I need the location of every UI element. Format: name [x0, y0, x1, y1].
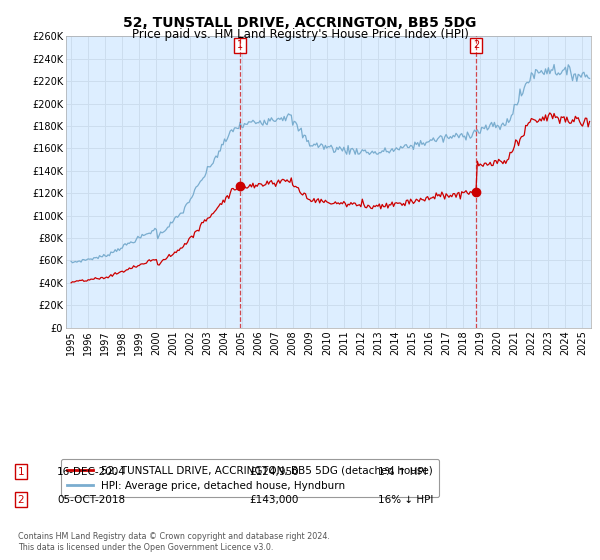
Text: 2: 2	[17, 494, 25, 505]
Text: 1: 1	[237, 40, 243, 50]
Text: Contains HM Land Registry data © Crown copyright and database right 2024.
This d: Contains HM Land Registry data © Crown c…	[18, 532, 330, 552]
Text: 05-OCT-2018: 05-OCT-2018	[57, 494, 125, 505]
Text: 1: 1	[17, 466, 25, 477]
Text: 52, TUNSTALL DRIVE, ACCRINGTON, BB5 5DG: 52, TUNSTALL DRIVE, ACCRINGTON, BB5 5DG	[124, 16, 476, 30]
Text: 16-DEC-2004: 16-DEC-2004	[57, 466, 126, 477]
Text: 16% ↓ HPI: 16% ↓ HPI	[378, 494, 433, 505]
Text: £124,950: £124,950	[249, 466, 299, 477]
Text: Price paid vs. HM Land Registry's House Price Index (HPI): Price paid vs. HM Land Registry's House …	[131, 28, 469, 41]
Text: 2: 2	[473, 40, 479, 50]
Legend: 52, TUNSTALL DRIVE, ACCRINGTON, BB5 5DG (detached house), HPI: Average price, de: 52, TUNSTALL DRIVE, ACCRINGTON, BB5 5DG …	[61, 459, 439, 497]
Text: £143,000: £143,000	[249, 494, 298, 505]
Text: 1% ↑ HPI: 1% ↑ HPI	[378, 466, 427, 477]
